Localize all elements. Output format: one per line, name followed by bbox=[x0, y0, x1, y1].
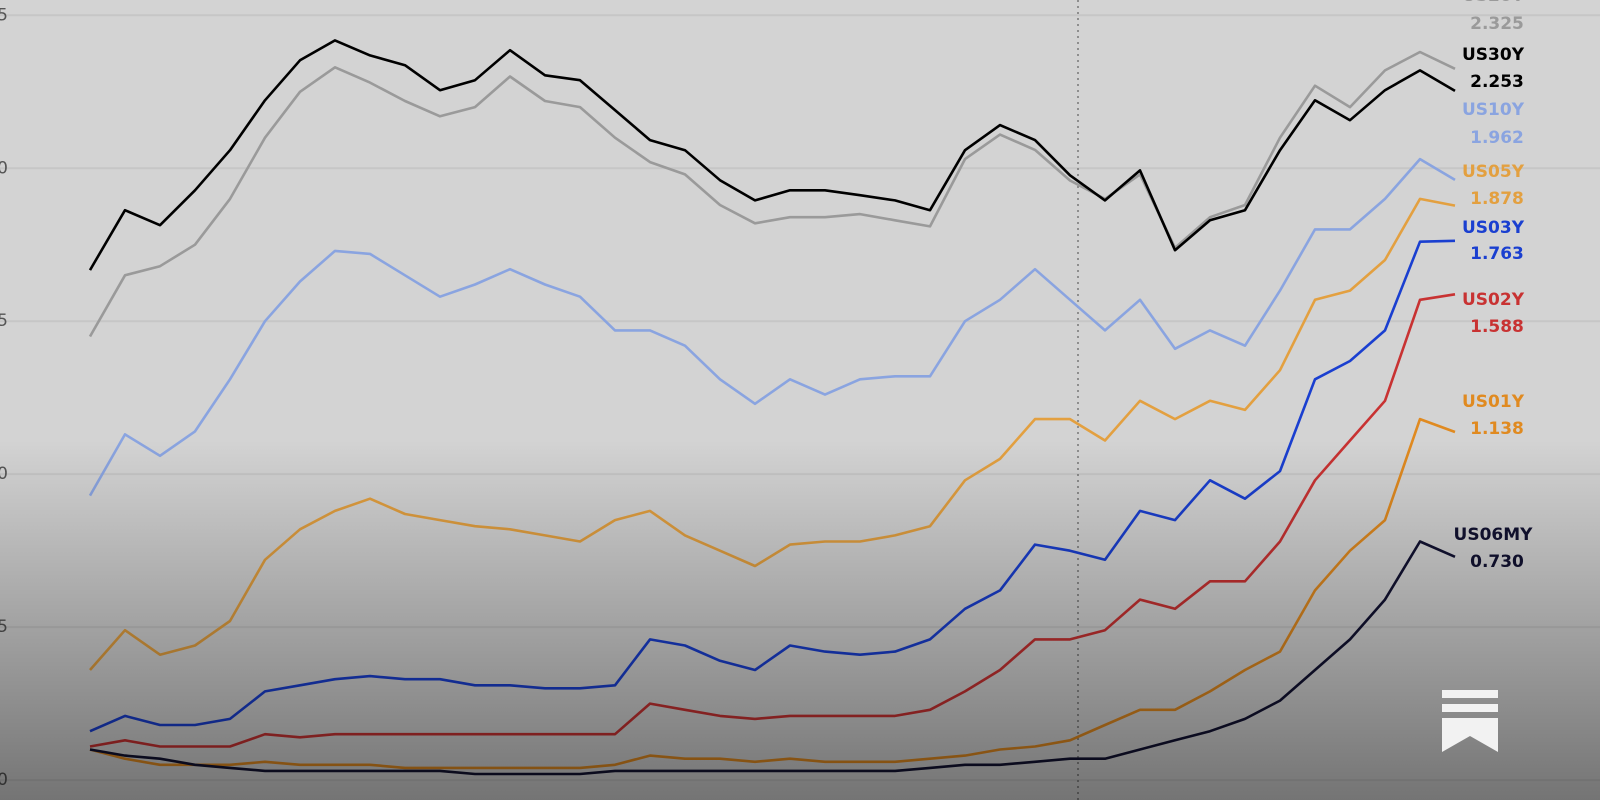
logo-icon bbox=[1442, 690, 1498, 752]
series-last-value: 1.878 bbox=[1470, 189, 1524, 209]
y-tick-label: 2.5 bbox=[0, 5, 8, 25]
series-last-value: 1.138 bbox=[1470, 419, 1524, 439]
series-name: US10Y bbox=[1462, 100, 1525, 120]
series-name: US02Y bbox=[1462, 290, 1525, 310]
y-tick-label: 2.0 bbox=[0, 158, 8, 178]
y-tick-label: 1.5 bbox=[0, 311, 8, 331]
series-last-value: 2.253 bbox=[1470, 72, 1524, 92]
series-last-value: 2.325 bbox=[1470, 14, 1524, 34]
series-line bbox=[88, 50, 1456, 338]
series-name: US05Y bbox=[1462, 162, 1525, 182]
series-name: US20Y bbox=[1462, 0, 1525, 6]
shade-overlay bbox=[0, 440, 1600, 800]
series-name: US01Y bbox=[1462, 392, 1525, 412]
series-line bbox=[88, 39, 1456, 271]
series-line bbox=[88, 157, 1456, 497]
series-last-value: 1.763 bbox=[1470, 244, 1524, 264]
series-name: US03Y bbox=[1462, 218, 1525, 238]
series-last-value: 1.588 bbox=[1470, 317, 1524, 337]
series-last-value: 1.962 bbox=[1470, 128, 1524, 148]
series-name: US30Y bbox=[1462, 45, 1525, 65]
